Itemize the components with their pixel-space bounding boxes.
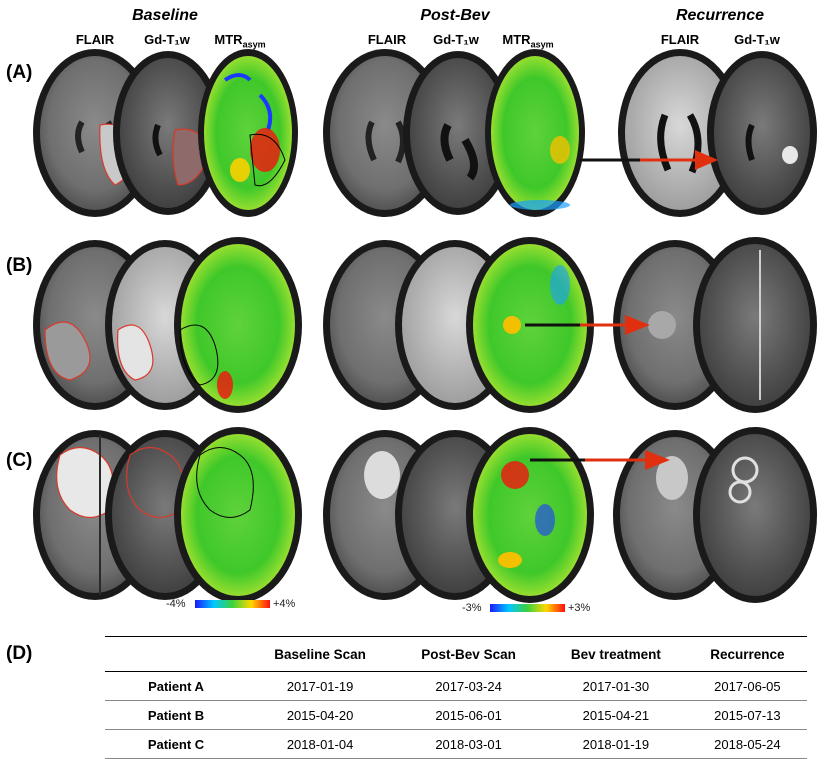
col-label-postbev-flair: FLAIR <box>367 32 407 47</box>
table-row-header: Patient C <box>105 729 247 759</box>
table-header: Baseline Scan <box>247 636 394 672</box>
row-b-images <box>33 237 817 413</box>
group-title-post-bev: Post-Bev <box>420 7 490 24</box>
row-label-b: (B) <box>6 255 33 276</box>
mtr-label: MTR <box>214 32 243 47</box>
scale-max-postbev: +3% <box>568 602 591 614</box>
mri-panel-grid <box>33 49 817 612</box>
mtr-subscript: asym <box>530 39 554 50</box>
table-cell: 2015-04-20 <box>247 700 394 730</box>
table-cell: 2018-01-19 <box>544 729 688 759</box>
table-header <box>105 636 247 672</box>
col-label-recurrence-flair: FLAIR <box>660 32 700 47</box>
col-label-baseline-gd: Gd-T₁w <box>144 32 190 47</box>
table-header: Recurrence <box>687 636 807 672</box>
colorbar-baseline <box>195 600 270 608</box>
scale-min-postbev: -3% <box>462 602 482 614</box>
mtr-label: MTR <box>502 32 531 47</box>
table-cell: 2018-01-04 <box>247 729 394 759</box>
table-cell: 2017-01-19 <box>247 671 394 701</box>
table-cell: 2018-05-24 <box>687 729 807 759</box>
table-cell: 2018-03-01 <box>393 729 544 759</box>
table-row: Patient A 2017-01-19 2017-03-24 2017-01-… <box>105 671 807 701</box>
group-title-recurrence: Recurrence <box>675 7 765 24</box>
colorbar-postbev <box>490 604 565 612</box>
table-cell: 2015-04-21 <box>544 700 688 730</box>
table-cell: 2017-03-24 <box>393 671 544 701</box>
dates-table: Baseline Scan Post-Bev Scan Bev treatmen… <box>105 636 807 759</box>
panel-label-d: (D) <box>6 643 33 664</box>
group-title-baseline: Baseline <box>132 7 198 24</box>
arrow-c <box>530 450 670 470</box>
table-cell: 2017-01-30 <box>544 671 688 701</box>
table-row-header: Patient B <box>105 700 247 730</box>
col-label-baseline-flair: FLAIR <box>75 32 115 47</box>
mtr-subscript: asym <box>242 39 266 50</box>
row-a-images <box>33 49 817 217</box>
row-c-images <box>33 427 817 603</box>
row-label-a: (A) <box>6 62 33 83</box>
col-label-postbev-gd: Gd-T₁w <box>433 32 479 47</box>
table-row: Patient C 2018-01-04 2018-03-01 2018-01-… <box>105 729 807 759</box>
col-label-baseline-mtr: MTRasym <box>200 32 280 50</box>
table-header: Post-Bev Scan <box>393 636 544 672</box>
row-label-c: (C) <box>6 450 33 471</box>
lesion-outline <box>44 321 91 381</box>
scale-max-baseline: +4% <box>273 598 296 610</box>
scale-min-baseline: -4% <box>166 598 186 610</box>
table-cell: 2017-06-05 <box>687 671 807 701</box>
col-label-recurrence-gd: Gd-T₁w <box>734 32 780 47</box>
col-label-postbev-mtr: MTRasym <box>488 32 568 50</box>
table-row-header: Patient A <box>105 671 247 701</box>
table-cell: 2015-06-01 <box>393 700 544 730</box>
arrow-b <box>525 315 650 335</box>
table-cell: 2015-07-13 <box>687 700 807 730</box>
table-header-row: Baseline Scan Post-Bev Scan Bev treatmen… <box>105 636 807 672</box>
table-row: Patient B 2015-04-20 2015-06-01 2015-04-… <box>105 700 807 730</box>
lesion-outline <box>117 324 154 381</box>
table-header: Bev treatment <box>544 636 688 672</box>
arrow-a <box>580 150 718 170</box>
